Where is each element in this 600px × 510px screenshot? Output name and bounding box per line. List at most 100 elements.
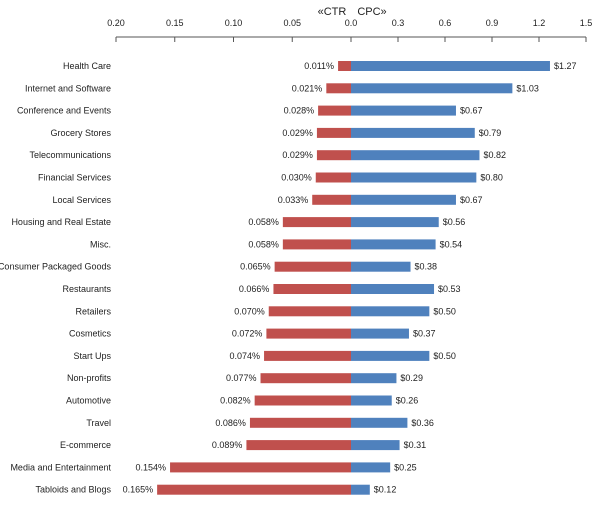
ctr-bar bbox=[282, 239, 351, 250]
ctr-bar bbox=[249, 417, 351, 428]
ctr-bar bbox=[157, 484, 351, 495]
category-label: Travel bbox=[86, 418, 111, 428]
ctr-value-label: 0.065% bbox=[240, 262, 271, 272]
cpc-value-label: $0.12 bbox=[374, 485, 397, 495]
ctr-value-label: 0.029% bbox=[282, 128, 313, 138]
cpc-bar bbox=[351, 150, 480, 161]
category-label: Internet and Software bbox=[25, 83, 111, 93]
ctr-bar bbox=[246, 440, 351, 451]
ctr-value-label: 0.033% bbox=[278, 195, 309, 205]
ctr-value-label: 0.086% bbox=[215, 418, 246, 428]
cpc-bar bbox=[351, 306, 430, 317]
axis-layer: 0.20 0.15 0.10 0.05 0.0 0.3 0.6 0.9 1.2 1.5 bbox=[107, 18, 592, 42]
category-label: Start Ups bbox=[73, 351, 111, 361]
category-label: Non-profits bbox=[67, 373, 112, 383]
cpc-axis-title: CPC» bbox=[357, 6, 386, 18]
ctr-bar bbox=[264, 350, 351, 361]
cpc-tick-label: 0.3 bbox=[392, 18, 405, 28]
ctr-value-label: 0.011% bbox=[304, 61, 334, 71]
ctr-value-label: 0.165% bbox=[123, 485, 154, 495]
ctr-value-label: 0.074% bbox=[230, 351, 261, 361]
cpc-bar bbox=[351, 373, 397, 384]
cpc-value-label: $0.25 bbox=[394, 462, 417, 472]
category-label: Misc. bbox=[90, 239, 111, 249]
cpc-value-label: $1.03 bbox=[516, 83, 539, 93]
category-label: Financial Services bbox=[38, 173, 112, 183]
category-label: Consumer Packaged Goods bbox=[0, 262, 112, 272]
ctr-value-label: 0.154% bbox=[136, 462, 167, 472]
cpc-tick-label: 0.9 bbox=[486, 18, 499, 28]
ctr-bar bbox=[254, 395, 351, 406]
cpc-value-label: $0.67 bbox=[460, 195, 483, 205]
ctr-bar bbox=[274, 261, 351, 272]
cpc-bar bbox=[351, 239, 436, 250]
category-label: Health Care bbox=[63, 61, 111, 71]
ctr-bar bbox=[268, 306, 351, 317]
cpc-value-label: $0.67 bbox=[460, 106, 483, 116]
cpc-bar bbox=[351, 172, 477, 183]
cpc-bar bbox=[351, 83, 513, 94]
cpc-tick-label: 0.6 bbox=[439, 18, 452, 28]
ctr-bar bbox=[315, 172, 351, 183]
cpc-value-label: $0.54 bbox=[440, 239, 463, 249]
cpc-value-label: $0.50 bbox=[433, 351, 456, 361]
cpc-bar bbox=[351, 462, 391, 473]
cpc-bar bbox=[351, 417, 408, 428]
ctr-tick-label: 0.05 bbox=[283, 18, 301, 28]
ctr-tick-label: 0.15 bbox=[166, 18, 184, 28]
cpc-value-label: $0.50 bbox=[433, 306, 456, 316]
ctr-value-label: 0.030% bbox=[281, 173, 312, 183]
ctr-value-label: 0.066% bbox=[239, 284, 270, 294]
ctr-axis-title: «CTR bbox=[318, 6, 347, 18]
cpc-value-label: $1.27 bbox=[554, 61, 577, 71]
ctr-bar bbox=[170, 462, 351, 473]
cpc-bar bbox=[351, 261, 411, 272]
ctr-bar bbox=[282, 217, 351, 228]
ctr-value-label: 0.089% bbox=[212, 440, 243, 450]
cpc-bar bbox=[351, 395, 392, 406]
ctr-tick-label: 0.0 bbox=[345, 18, 358, 28]
category-label: Housing and Real Estate bbox=[11, 217, 111, 227]
cpc-value-label: $0.82 bbox=[483, 150, 506, 160]
cpc-bar bbox=[351, 440, 400, 451]
cpc-bar bbox=[351, 194, 456, 205]
cpc-value-label: $0.31 bbox=[404, 440, 427, 450]
category-label: Restaurants bbox=[62, 284, 111, 294]
ctr-bar bbox=[266, 328, 351, 339]
category-label: Grocery Stores bbox=[50, 128, 111, 138]
ctr-value-label: 0.058% bbox=[248, 217, 279, 227]
ctr-value-label: 0.072% bbox=[232, 329, 263, 339]
ctr-value-label: 0.029% bbox=[282, 150, 313, 160]
ctr-value-label: 0.070% bbox=[234, 306, 265, 316]
cpc-value-label: $0.26 bbox=[396, 396, 419, 406]
cpc-bar bbox=[351, 105, 456, 116]
cpc-value-label: $0.37 bbox=[413, 329, 436, 339]
ctr-value-label: 0.058% bbox=[248, 239, 279, 249]
ctr-bar bbox=[338, 61, 351, 71]
label-layer: Health Care 0.011% $1.27 Internet and Softw… bbox=[0, 61, 576, 495]
ctr-bar bbox=[316, 127, 351, 138]
cpc-bar bbox=[351, 328, 409, 339]
cpc-value-label: $0.53 bbox=[438, 284, 461, 294]
ctr-value-label: 0.021% bbox=[292, 83, 323, 93]
ctr-bar bbox=[312, 194, 351, 205]
ctr-bar bbox=[273, 284, 351, 294]
cpc-bar bbox=[351, 350, 430, 361]
cpc-bar bbox=[351, 284, 435, 294]
category-label: Media and Entertainment bbox=[10, 462, 111, 472]
ctr-bar bbox=[260, 373, 351, 384]
cpc-bar bbox=[351, 61, 550, 71]
cpc-value-label: $0.38 bbox=[415, 262, 438, 272]
category-label: E-commerce bbox=[60, 440, 111, 450]
cpc-tick-label: 1.2 bbox=[533, 18, 546, 28]
ctr-tick-label: 0.20 bbox=[107, 18, 125, 28]
category-label: Telecommunications bbox=[29, 150, 111, 160]
ctr-bar bbox=[318, 105, 351, 116]
ctr-bar bbox=[326, 83, 351, 94]
ctr-value-label: 0.077% bbox=[226, 373, 257, 383]
category-label: Conference and Events bbox=[17, 106, 112, 116]
cpc-value-label: $0.56 bbox=[443, 217, 466, 227]
ctr-value-label: 0.082% bbox=[220, 396, 251, 406]
category-label: Automotive bbox=[66, 396, 111, 406]
